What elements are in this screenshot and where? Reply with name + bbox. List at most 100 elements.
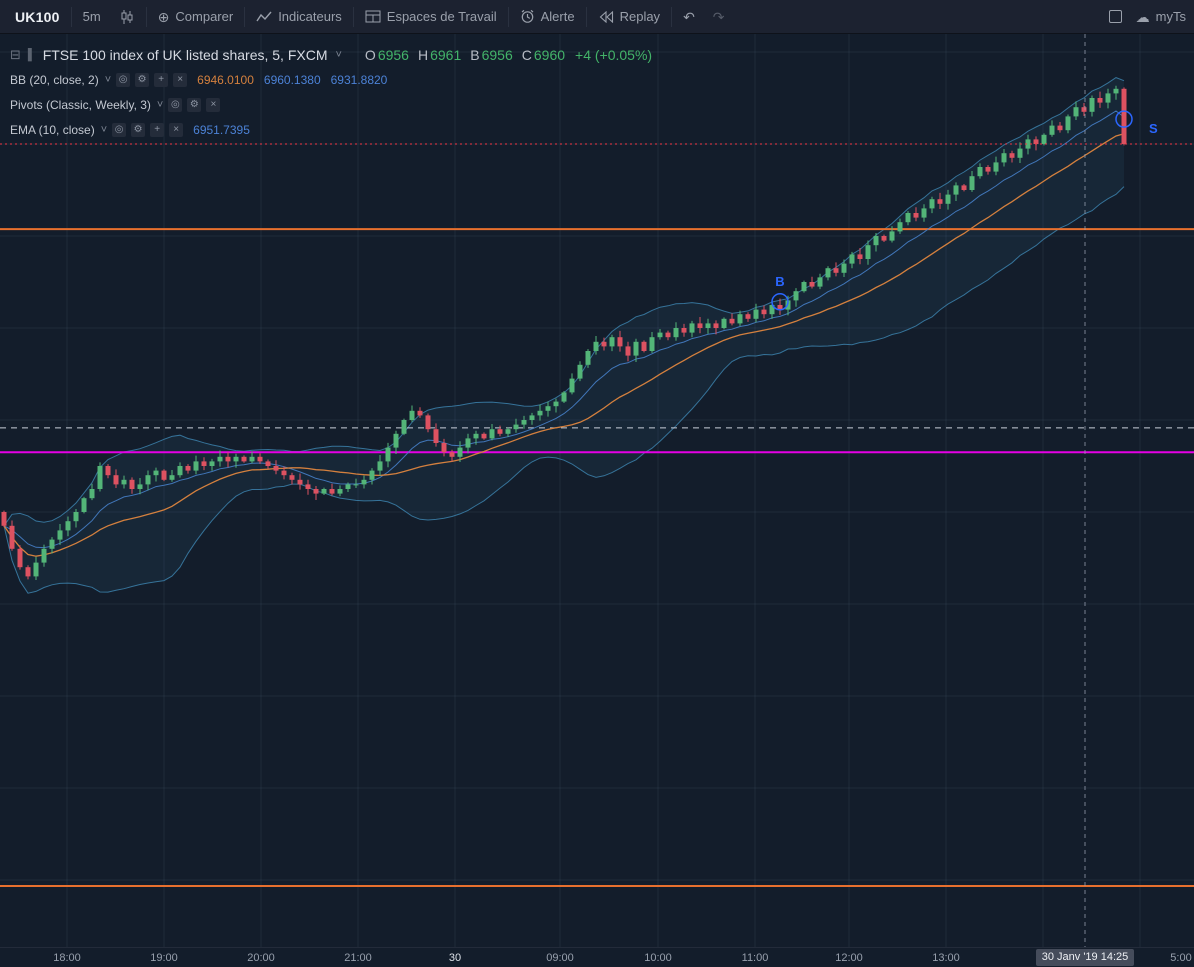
divider [585,6,587,27]
symbol-button[interactable]: UK100 [6,0,69,33]
chart-style-button[interactable] [110,0,144,33]
price-levels [0,228,1194,887]
divider [671,6,673,27]
gear-icon[interactable]: ⚙ [135,72,150,87]
account-label: myTs [1155,9,1186,24]
undo-icon: ↶ [683,8,695,25]
divider [507,6,509,27]
eye-icon[interactable]: ◎ [116,72,131,87]
marker-label-B: B [775,274,784,289]
close-value: 6960 [533,46,566,63]
replay-button[interactable]: Replay [589,0,669,33]
close-icon[interactable]: × [169,122,184,137]
indicator-row[interactable]: Pivots (Classic, Weekly, 3) ˅ ◎ ⚙ × [10,92,652,117]
compare-label: Comparer [175,9,234,24]
chevron-down-icon[interactable]: ˅ [104,73,112,86]
ohlc-values: O 6956 H 6961 B 6956 C 6960 +4 (+0.05%) [365,47,652,63]
gear-icon[interactable]: ⚙ [187,97,202,112]
indicator-value: 6931.8820 [330,72,388,87]
indicator-row[interactable]: EMA (10, close) ˅ ◎ ⚙ + × 6951.7395 [10,117,652,142]
marker-circle-B[interactable] [771,293,789,311]
marker-label-S: S [1149,121,1158,136]
time-tick: 21:00 [344,952,372,964]
alarm-clock-icon [520,9,535,24]
time-tick: 11:00 [741,952,769,964]
workspaces-label: Espaces de Travail [386,9,497,24]
alert-label: Alerte [540,9,575,24]
eye-icon[interactable]: ◎ [168,97,183,112]
open-value: 6956 [377,46,409,63]
indicator-label: Pivots (Classic, Weekly, 3) [10,97,151,112]
time-tick: 13:00 [932,952,960,964]
indicators-label: Indicateurs [278,9,342,24]
indicator-zigzag-icon [256,11,272,23]
price-chart-canvas[interactable]: BS [0,34,1194,947]
replay-icon [598,10,614,23]
cloud-icon: ☁ [1135,8,1150,25]
low-value: 6956 [481,46,513,63]
fullscreen-icon[interactable] [1108,10,1122,23]
symbol-title[interactable]: FTSE 100 index of UK listed shares, 5, F… [42,46,328,63]
workspace-grid-icon [365,10,381,23]
time-tick: 5:00 [1170,952,1192,964]
time-tick: 10:00 [644,952,672,964]
interval-button[interactable]: 5m [74,0,110,33]
time-tick: 19:00 [150,952,178,964]
open-label: O [364,46,376,63]
collapse-legend-icon[interactable]: ⊟ [10,46,21,62]
divider [70,6,72,27]
indicator-legend: BB (20, close, 2) ˅ ◎ ⚙ + × 6946.0100 6960.1380… [10,67,652,142]
chart-legend: ⊟ ▌ FTSE 100 index of UK listed shares, … [10,42,652,142]
close-icon[interactable]: × [173,72,188,87]
legend-title-row[interactable]: ⊟ ▌ FTSE 100 index of UK listed shares, … [10,42,652,67]
candlestick-icon [119,9,135,25]
redo-icon: ↷ [712,8,725,25]
account-button[interactable]: ☁ myTs [1134,0,1186,33]
add-icon[interactable]: + [154,72,169,87]
crosshair-date-badge: 30 Janv '19 14:25 [1036,949,1134,966]
change-value: +4 (+0.05%) [575,46,653,63]
interval-label: 5m [82,9,101,24]
symbol-label: UK100 [15,8,60,25]
candlestick-series [1,85,1127,580]
alert-button[interactable]: Alerte [511,0,584,33]
workspaces-button[interactable]: Espaces de Travail [356,0,506,33]
eye-icon[interactable]: ◎ [112,122,127,137]
time-axis[interactable]: 18:00 19:00 20:00 21:00 30 09:00 10:00 11:00 12:… [0,947,1194,967]
time-tick: 30 [448,952,462,964]
time-tick: 20:00 [247,952,275,964]
top-toolbar: UK100 5m ⊕ Comparer Indicateurs [0,0,1194,34]
indicator-row[interactable]: BB (20, close, 2) ˅ ◎ ⚙ + × 6946.0100 6960.1380… [10,67,652,92]
indicator-value: 6951.7395 [193,122,250,137]
circle-plus-icon: ⊕ [157,8,170,25]
low-label: B [470,46,480,63]
redo-button[interactable]: ↷ [704,0,734,33]
high-label: H [417,46,429,63]
marker-circle-S[interactable] [1115,110,1133,128]
replay-label: Replay [619,9,661,24]
bollinger-band [3,77,1125,594]
ema-line [3,110,1125,549]
add-icon[interactable]: + [150,122,165,137]
trade-markers[interactable]: BS [771,110,1158,311]
compare-button[interactable]: ⊕ Comparer [149,0,243,33]
divider [145,6,147,27]
bb-basis-line [3,133,1125,557]
close-icon[interactable]: × [206,97,221,112]
undo-button[interactable]: ↶ [674,0,704,33]
indicator-value: 6946.0100 [197,72,254,87]
indicators-button[interactable]: Indicateurs [247,0,351,33]
indicator-label: BB (20, close, 2) [10,72,99,87]
gear-icon[interactable]: ⚙ [131,122,146,137]
time-tick: 12:00 [835,952,863,964]
indicator-label: EMA (10, close) [10,122,95,137]
divider [244,6,246,27]
chevron-down-icon[interactable]: ˅ [100,123,108,136]
chevron-down-icon[interactable]: ˅ [156,98,164,111]
chart-thumbnail-icon: ▌ [27,48,36,61]
high-value: 6961 [430,46,462,63]
time-tick: 18:00 [53,952,81,964]
chevron-down-icon[interactable]: ˅ [335,48,342,61]
time-tick: 09:00 [546,952,574,964]
